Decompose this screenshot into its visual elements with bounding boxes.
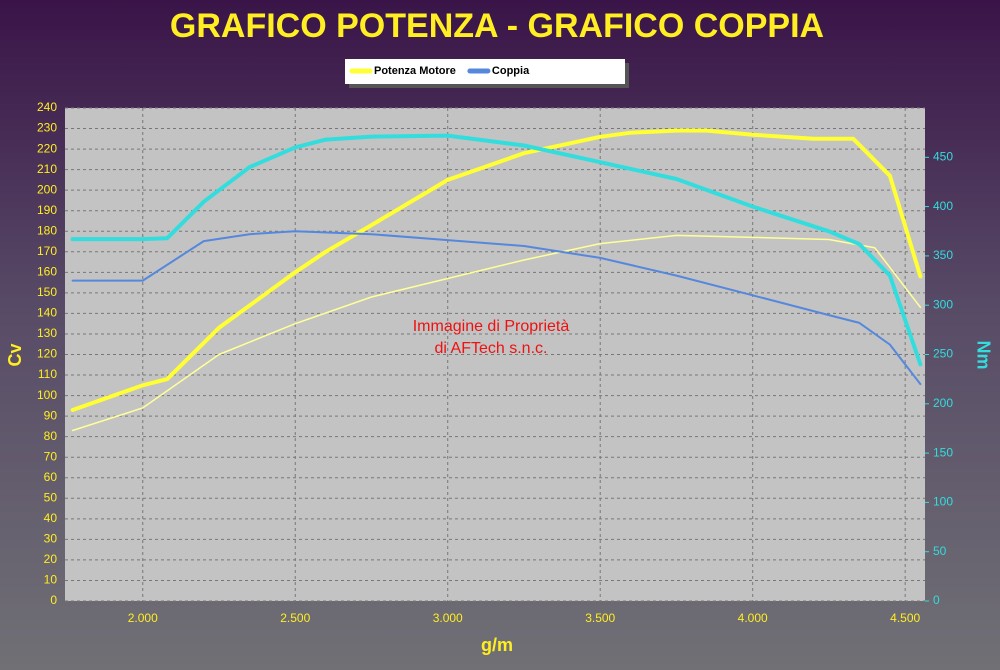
y-tick-label: 30 (44, 532, 58, 546)
x-tick-label: 4.000 (738, 611, 768, 625)
y2-tick-label: 50 (933, 544, 947, 558)
y-tick-label: 100 (37, 388, 57, 402)
y-tick-label: 130 (37, 326, 57, 340)
y2-tick-label: 150 (933, 445, 953, 459)
y-tick-label: 10 (44, 573, 58, 587)
y-tick-label: 60 (44, 470, 58, 484)
x-tick-label: 4.500 (890, 611, 920, 625)
y-tick-label: 20 (44, 552, 58, 566)
y-tick-label: 140 (37, 306, 57, 320)
annotation: Immagine di Proprietà (413, 318, 570, 335)
y-tick-label: 230 (37, 121, 57, 135)
y-tick-label: 150 (37, 285, 57, 299)
y-tick-label: 170 (37, 244, 57, 258)
y-tick-label: 50 (44, 490, 58, 504)
x-axis-label: g/m (481, 635, 513, 655)
y-tick-label: 90 (44, 408, 58, 422)
y-tick-label: 110 (38, 367, 57, 381)
series-line (70, 128, 923, 412)
y-tick-label: 160 (37, 265, 57, 279)
y-tick-label: 180 (37, 223, 57, 237)
y2-tick-label: 0 (933, 593, 940, 607)
y-axis-label: Cv (5, 343, 25, 366)
y2-tick-label: 450 (933, 149, 953, 163)
y-tick-label: 200 (37, 182, 57, 196)
y2-tick-label: 300 (933, 297, 953, 311)
y-tick-label: 0 (50, 593, 57, 607)
y2-tick-label: 350 (933, 248, 953, 262)
y2-tick-label: 250 (933, 347, 953, 361)
series-line (71, 234, 922, 432)
legend-label: Potenza Motore (374, 65, 456, 77)
y-tick-label: 40 (44, 511, 58, 525)
x-tick-label: 3.000 (433, 611, 463, 625)
y2-tick-label: 100 (933, 495, 953, 509)
annotation: di AFTech s.n.c. (435, 340, 548, 357)
x-tick-label: 2.500 (280, 611, 310, 625)
y2-axis-label: Nm (973, 340, 993, 369)
y-tick-label: 80 (44, 429, 58, 443)
y-tick-label: 190 (37, 203, 57, 217)
series-line (70, 133, 923, 367)
y-tick-label: 70 (44, 449, 58, 463)
x-tick-label: 2.000 (128, 611, 158, 625)
y-tick-label: 240 (37, 100, 57, 114)
y-tick-label: 120 (37, 347, 57, 361)
x-tick-label: 3.500 (585, 611, 615, 625)
legend-label: Coppia (492, 65, 530, 77)
chart-title: GRAFICO POTENZA - GRAFICO COPPIA (170, 7, 824, 45)
y2-tick-label: 400 (933, 199, 953, 213)
y2-tick-label: 200 (933, 396, 953, 410)
series-line (71, 230, 922, 386)
y-tick-label: 220 (37, 141, 57, 155)
y-tick-label: 210 (37, 162, 57, 176)
